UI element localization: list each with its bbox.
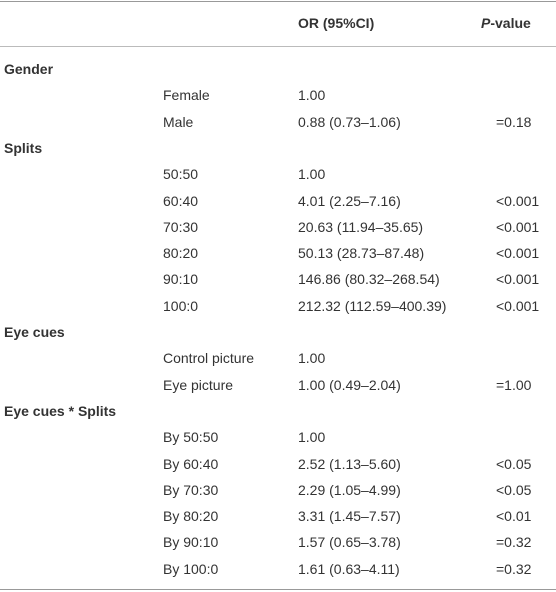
odds-ratio: 1.00 [298,429,326,446]
row-label: 70:30 [163,218,199,235]
p-value: <0.001 [496,218,540,235]
header-p: P-value [481,14,531,32]
header-p-italic: P [481,15,491,31]
top-rule [0,1,556,2]
row-label: 80:20 [163,245,199,262]
row-label: Control picture [163,350,255,367]
group-label: Eye cues [4,324,65,340]
odds-ratio: 0.88 (0.73–1.06) [298,113,401,130]
row-label: By 70:30 [163,481,219,498]
odds-ratio: 1.57 (0.65–3.78) [298,534,401,551]
odds-ratio: 50.13 (28.73–87.48) [298,245,425,262]
p-value: <0.001 [496,245,540,262]
odds-ratio: 2.52 (1.13–5.60) [298,455,401,472]
header-rule [0,46,556,47]
odds-ratio: 1.00 [298,87,326,104]
row-label: By 90:10 [163,534,219,551]
odds-ratio: 3.31 (1.45–7.57) [298,508,401,525]
row-label: By 80:20 [163,508,219,525]
header-or: OR (95%CI) [298,15,375,31]
p-value: =0.32 [496,534,532,551]
p-value: =1.00 [496,376,532,393]
p-value: =0.18 [496,113,532,130]
odds-ratio: 20.63 (11.94–35.65) [298,218,424,235]
row-label: Female [163,87,210,104]
bottom-rule [0,589,556,590]
row-label: By 60:40 [163,455,219,472]
row-label: 50:50 [163,166,199,183]
group-label: Gender [4,61,54,77]
p-value: <0.05 [496,455,532,472]
row-label: 60:40 [163,192,199,209]
odds-ratio: 146.86 (80.32–268.54) [298,271,440,288]
p-value: <0.01 [496,508,532,525]
p-value: =0.32 [496,560,532,577]
group-label: Eye cues * Splits [4,402,117,419]
odds-ratio: 1.00 (0.49–2.04) [298,376,401,393]
row-label: 100:0 [163,297,199,314]
row-label: By 100:0 [163,560,219,577]
odds-ratio: 1.00 [298,350,326,367]
p-value: <0.001 [496,271,540,288]
p-value: <0.001 [496,192,540,209]
row-label: 90:10 [163,271,199,288]
p-value: <0.001 [496,297,540,314]
group-label: Splits [4,139,43,156]
odds-ratio: 4.01 (2.25–7.16) [298,192,401,209]
header-p-rest: -value [490,15,531,31]
odds-ratio: 1.61 (0.63–4.11) [298,560,400,577]
p-value: <0.05 [496,481,532,498]
odds-ratio: 2.29 (1.05–4.99) [298,481,401,498]
row-label: Eye picture [163,376,234,393]
row-label: By 50:50 [163,429,219,446]
odds-ratio: 1.00 [298,166,326,183]
odds-ratio: 212.32 (112.59–400.39) [298,297,447,314]
row-label: Male [163,113,194,130]
